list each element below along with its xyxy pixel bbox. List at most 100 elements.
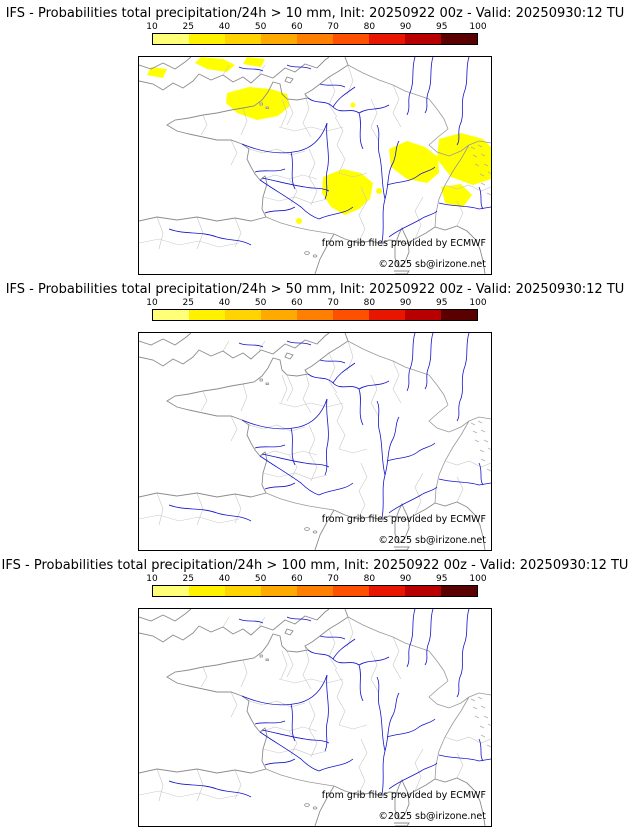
france-weather-map: from grib files provided by ECMWF ©2025 … bbox=[139, 333, 491, 550]
color-segment bbox=[369, 34, 405, 44]
tick-label: 100 bbox=[469, 22, 487, 32]
coastline bbox=[139, 57, 486, 274]
rivers bbox=[168, 333, 491, 522]
tick-label: 70 bbox=[327, 298, 339, 308]
color-segment bbox=[333, 34, 369, 44]
tick-label: 80 bbox=[363, 22, 376, 32]
tick-label: 95 bbox=[436, 574, 448, 584]
copyright-text: ©2025 sb@irizone.net bbox=[378, 811, 486, 822]
tick-label: 90 bbox=[399, 22, 412, 32]
probability-color-scale: 10 25 40 50 60 70 80 90 95 100 bbox=[146, 298, 487, 321]
tick-label: 25 bbox=[182, 298, 194, 308]
color-segment bbox=[297, 586, 333, 596]
attribution-text: from grib files provided by ECMWF bbox=[322, 790, 486, 801]
tick-label: 40 bbox=[218, 298, 231, 308]
colorbar-gradient bbox=[152, 585, 478, 597]
tick-label: 25 bbox=[182, 574, 194, 584]
tick-label: 95 bbox=[436, 298, 448, 308]
color-segment bbox=[261, 586, 297, 596]
panel-title: IFS - Probabilities total precipitation/… bbox=[5, 6, 625, 21]
alpine-relief-detail bbox=[470, 144, 491, 196]
tick-label: 10 bbox=[146, 298, 158, 308]
tick-label: 10 bbox=[146, 22, 158, 32]
copyright-text: ©2025 sb@irizone.net bbox=[378, 535, 486, 546]
panel-precip-gt-100mm: IFS - Probabilities total precipitation/… bbox=[0, 552, 630, 828]
france-weather-map: from grib files provided by ECMWF ©2025 … bbox=[139, 57, 491, 274]
attribution-text: from grib files provided by ECMWF bbox=[322, 238, 486, 249]
map-gt-50mm: from grib files provided by ECMWF ©2025 … bbox=[138, 332, 492, 551]
color-segment bbox=[441, 34, 477, 44]
panel-title: IFS - Probabilities total precipitation/… bbox=[1, 558, 629, 573]
tick-label: 25 bbox=[182, 22, 194, 32]
admin-boundaries bbox=[139, 340, 491, 526]
rivers bbox=[168, 57, 491, 246]
tick-label: 50 bbox=[254, 22, 267, 32]
tick-label: 60 bbox=[291, 298, 303, 308]
color-segment bbox=[333, 586, 369, 596]
color-segment bbox=[189, 586, 225, 596]
color-segment bbox=[441, 310, 477, 320]
color-segment bbox=[333, 310, 369, 320]
tick-label: 40 bbox=[218, 22, 231, 32]
colorbar-tick-labels: 10 25 40 50 60 70 80 90 95 100 bbox=[146, 298, 486, 309]
tick-label: 90 bbox=[399, 298, 412, 308]
color-segment bbox=[189, 310, 225, 320]
tick-label: 100 bbox=[469, 574, 487, 584]
map-gt-10mm: from grib files provided by ECMWF ©2025 … bbox=[138, 56, 492, 275]
tick-label: 50 bbox=[254, 298, 267, 308]
admin-boundaries bbox=[139, 64, 491, 250]
color-segment bbox=[225, 34, 261, 44]
tick-label: 70 bbox=[327, 22, 339, 32]
tick-label: 90 bbox=[399, 574, 412, 584]
tick-label: 60 bbox=[291, 574, 303, 584]
color-segment bbox=[225, 310, 261, 320]
probability-shading bbox=[147, 57, 491, 224]
colorbar-tick-labels: 10 25 40 50 60 70 80 90 95 100 bbox=[146, 22, 486, 33]
colorbar-tick-labels: 10 25 40 50 60 70 80 90 95 100 bbox=[146, 574, 486, 585]
color-segment bbox=[405, 586, 441, 596]
color-segment bbox=[153, 34, 189, 44]
color-segment bbox=[441, 586, 477, 596]
coastline bbox=[139, 609, 486, 826]
alpine-relief-detail bbox=[470, 696, 491, 748]
tick-label: 60 bbox=[291, 22, 303, 32]
rivers bbox=[168, 609, 491, 798]
copyright-text: ©2025 sb@irizone.net bbox=[378, 259, 486, 270]
probability-color-scale: 10 25 40 50 60 70 80 90 95 100 bbox=[146, 574, 487, 597]
panel-precip-gt-10mm: IFS - Probabilities total precipitation/… bbox=[0, 0, 630, 276]
color-segment bbox=[405, 310, 441, 320]
color-segment bbox=[153, 586, 189, 596]
panel-title: IFS - Probabilities total precipitation/… bbox=[5, 282, 625, 297]
color-segment bbox=[225, 586, 261, 596]
tick-label: 80 bbox=[363, 574, 376, 584]
tick-label: 100 bbox=[469, 298, 487, 308]
tick-label: 50 bbox=[254, 574, 267, 584]
color-segment bbox=[405, 34, 441, 44]
color-segment bbox=[261, 310, 297, 320]
tick-label: 40 bbox=[218, 574, 231, 584]
tick-label: 70 bbox=[327, 574, 339, 584]
tick-label: 80 bbox=[363, 298, 376, 308]
tick-label: 95 bbox=[436, 22, 448, 32]
color-segment bbox=[189, 34, 225, 44]
alpine-relief-detail bbox=[470, 420, 491, 472]
coastline bbox=[139, 333, 486, 550]
tick-label: 10 bbox=[146, 574, 158, 584]
color-segment bbox=[297, 34, 333, 44]
map-gt-100mm: from grib files provided by ECMWF ©2025 … bbox=[138, 608, 492, 827]
country-borders bbox=[265, 64, 491, 235]
country-borders bbox=[265, 340, 491, 511]
color-segment bbox=[369, 586, 405, 596]
attribution-text: from grib files provided by ECMWF bbox=[322, 514, 486, 525]
admin-boundaries bbox=[139, 616, 491, 802]
color-segment bbox=[297, 310, 333, 320]
probability-color-scale: 10 25 40 50 60 70 80 90 95 100 bbox=[146, 22, 487, 45]
france-weather-map: from grib files provided by ECMWF ©2025 … bbox=[139, 609, 491, 826]
panel-precip-gt-50mm: IFS - Probabilities total precipitation/… bbox=[0, 276, 630, 552]
color-segment bbox=[261, 34, 297, 44]
colorbar-gradient bbox=[152, 33, 478, 45]
country-borders bbox=[265, 616, 491, 787]
color-segment bbox=[369, 310, 405, 320]
color-segment bbox=[153, 310, 189, 320]
